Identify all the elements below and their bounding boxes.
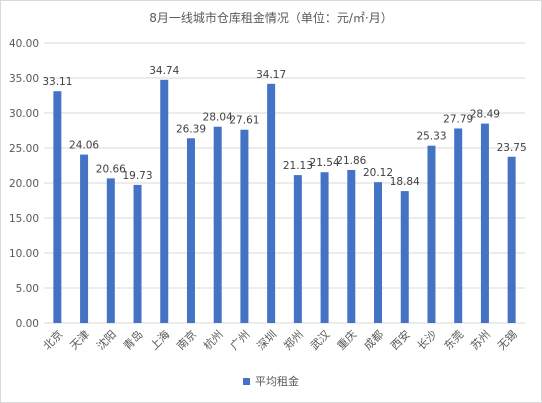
bar: [293, 175, 302, 323]
x-tick-label: 重庆: [334, 327, 359, 352]
data-label: 19.73: [122, 170, 152, 182]
x-tick-label: 杭州: [200, 327, 225, 352]
y-tick-label: 25.00: [9, 143, 39, 155]
data-label: 33.11: [42, 76, 72, 88]
y-tick-label: 5.00: [16, 283, 39, 295]
bar: [53, 91, 62, 323]
y-tick-label: 0.00: [16, 318, 39, 330]
data-label: 25.33: [416, 131, 446, 143]
x-tick-label: 无锡: [494, 327, 519, 352]
data-label: 27.61: [229, 115, 259, 127]
legend-label: 平均租金: [255, 375, 299, 388]
x-tick-label: 长沙: [415, 328, 440, 353]
bar: [320, 172, 329, 323]
bar: [133, 184, 142, 323]
bar: [374, 182, 383, 323]
bar: [186, 138, 195, 323]
x-tick-label: 北京: [40, 327, 65, 352]
bars: [53, 79, 516, 323]
data-label: 18.84: [390, 176, 420, 188]
y-axis-ticks: 0.00 5.00 10.00 15.00 20.00 25.00 30.00 35.00 40…: [9, 38, 39, 330]
x-tick-label: 东莞: [442, 328, 467, 353]
data-label: 21.54: [310, 157, 340, 169]
legend-swatch: [243, 377, 250, 385]
bar: [480, 123, 489, 323]
bar: [400, 191, 409, 323]
bar: [507, 156, 516, 323]
bar: [240, 129, 249, 323]
x-tick-label: 武汉: [308, 328, 333, 353]
bar: [454, 128, 463, 323]
data-label: 24.06: [69, 140, 99, 152]
x-tick-label: 西安: [387, 327, 412, 352]
y-tick-label: 35.00: [9, 73, 39, 85]
y-tick-label: 40.00: [9, 38, 39, 50]
data-label: 28.49: [470, 109, 500, 121]
data-label: 21.13: [283, 160, 313, 172]
x-tick-label: 郑州: [281, 327, 306, 352]
grid-lines: [44, 42, 525, 324]
data-label: 27.79: [443, 113, 473, 125]
y-tick-label: 10.00: [9, 248, 39, 260]
y-tick-label: 30.00: [9, 108, 39, 120]
x-tick-label: 南京: [174, 327, 199, 352]
x-tick-label: 上海: [147, 327, 172, 352]
x-tick-label: 沈阳: [93, 327, 118, 352]
x-tick-label: 青岛: [120, 327, 145, 352]
data-label: 21.86: [336, 155, 366, 167]
x-tick-label: 成都: [361, 328, 386, 353]
y-tick-label: 15.00: [9, 213, 39, 225]
x-tick-label: 广州: [228, 328, 253, 353]
data-label: 34.74: [149, 65, 179, 77]
data-label: 28.04: [203, 112, 233, 124]
x-tick-label: 深圳: [255, 328, 280, 353]
data-label: 26.39: [176, 123, 206, 135]
bar: [427, 145, 436, 323]
data-label: 23.75: [497, 142, 527, 154]
data-label: 20.12: [363, 167, 393, 179]
chart-title: 8月一线城市仓库租金情况（单位：元/㎡·月）: [149, 11, 393, 25]
bar: [347, 169, 356, 323]
y-tick-label: 20.00: [9, 178, 39, 190]
x-tick-label: 天津: [67, 328, 92, 353]
data-label: 20.66: [96, 163, 126, 175]
bar: [160, 79, 169, 323]
x-axis-ticks: 北京 天津 沈阳 青岛 上海 南京 杭州 广州 深圳 郑州 武汉 重庆 成都 西安 长沙 东莞 苏州 无锡: [40, 327, 520, 352]
legend: 平均租金: [0, 373, 542, 389]
data-label: 34.17: [256, 69, 286, 81]
bar: [267, 83, 276, 323]
x-tick-label: 苏州: [468, 328, 493, 353]
bar: [80, 154, 89, 323]
bar: [213, 126, 222, 323]
bar: [106, 178, 115, 323]
